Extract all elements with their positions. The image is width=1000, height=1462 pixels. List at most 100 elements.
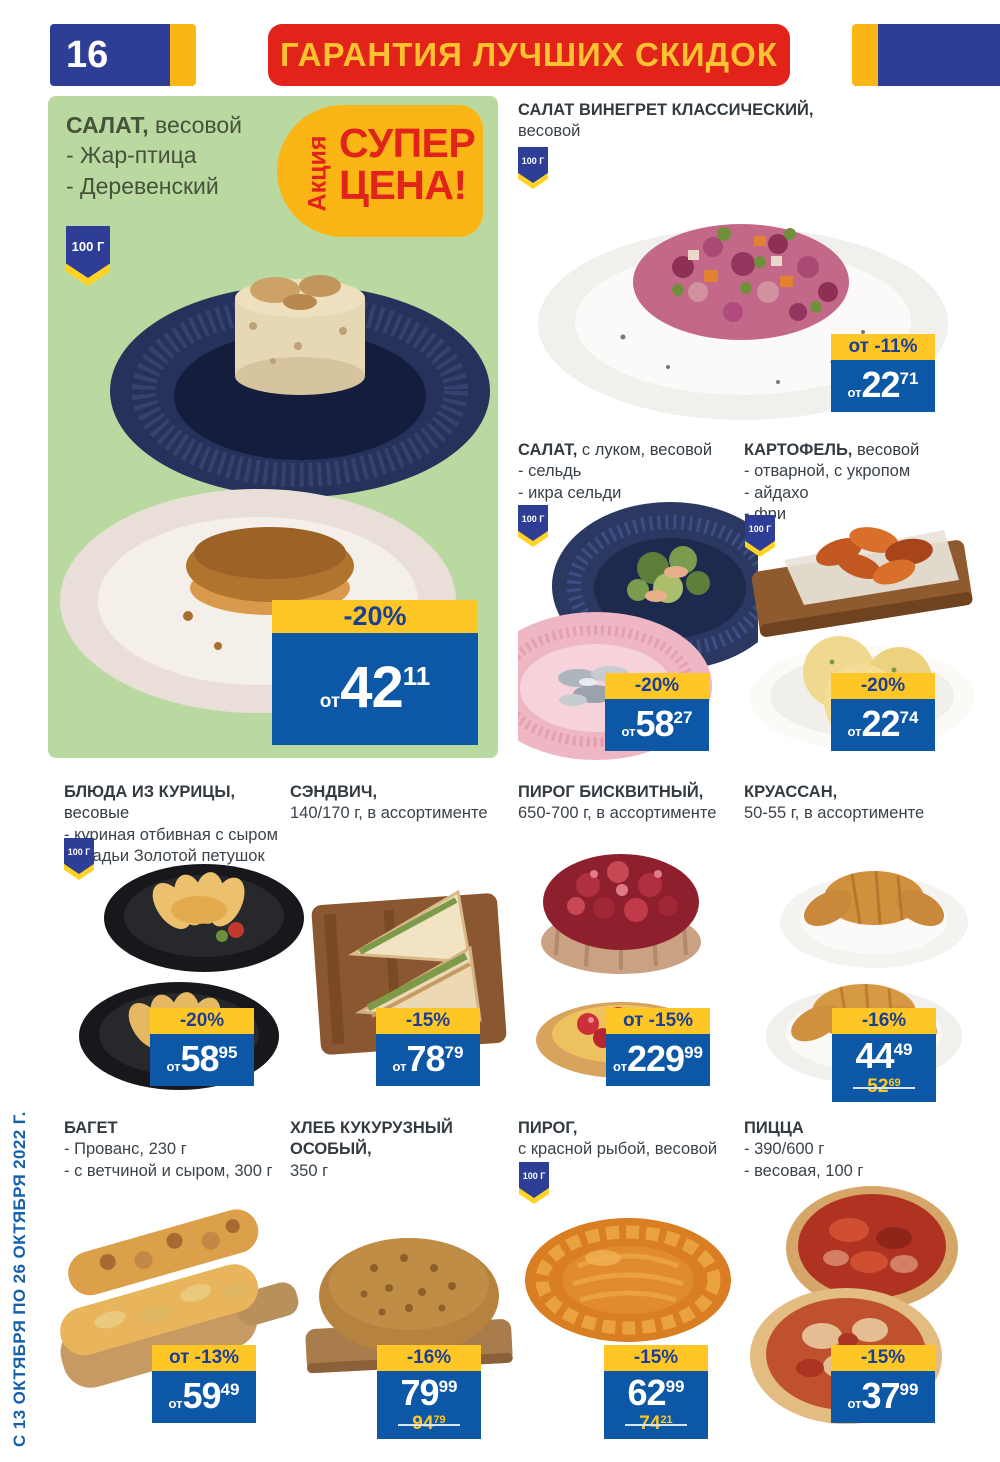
product-card-salad-onion: САЛАТ, с луком, весовой - сельдь - икра … <box>518 440 758 760</box>
discount-badge: от -11% <box>831 334 935 360</box>
product-line: 50-55 г, в ассортименте <box>744 804 925 823</box>
weight-badge: 100 Г <box>66 226 110 286</box>
product-card-baguette: БАГЕТ - Прованс, 230 г - с ветчиной и сы… <box>60 1118 299 1430</box>
price-box: от2271 <box>831 360 935 412</box>
discount-badge: -20% <box>605 673 709 699</box>
header-blue-block-right <box>878 24 1000 86</box>
header-yellow-stripe-right <box>852 24 878 86</box>
product-title: БАГЕТ - Прованс, 230 г - с ветчиной и сы… <box>64 1118 294 1182</box>
product-title: СЭНДВИЧ, 140/170 г, в ассортименте <box>290 782 520 825</box>
discount-badge: -16% <box>377 1345 481 1371</box>
validity-dates: С 13 ОКТЯБРЯ ПО 26 ОКТЯБРЯ 2022 Г. <box>10 1111 29 1447</box>
product-line: - отварной, с укропом <box>744 462 911 481</box>
product-image-fish-pie <box>518 1196 740 1361</box>
price-box: от2274 <box>831 699 935 751</box>
product-line: с красной рыбой, весовой <box>518 1140 718 1159</box>
product-title: САЛАТ ВИНЕГРЕТ КЛАССИЧЕСКИЙ, весовой <box>518 100 978 143</box>
header-yellow-stripe-left <box>170 24 196 86</box>
price-tag: -16% 4449 5269 <box>832 1008 936 1102</box>
page-number-box: 16 <box>50 24 170 86</box>
price-tag: от -11% от2271 <box>831 334 935 412</box>
price-box: от5827 <box>605 699 709 751</box>
product-line: - айдахо <box>744 483 809 502</box>
old-price: 7421 <box>625 1413 688 1434</box>
product-line: - 390/600 г <box>744 1140 825 1159</box>
product-card-corn-bread: ХЛЕБ КУКУРУЗНЫЙ ОСОБЫЙ, 350 г -16% 7 <box>290 1118 520 1439</box>
product-line: - Деревенский <box>66 172 219 199</box>
product-line: - весовая, 100 г <box>744 1161 864 1180</box>
promo-rotated-label: Акция <box>303 135 332 212</box>
price-tag: -15% 6299 7421 <box>604 1345 708 1439</box>
price-tag: -15% от7879 <box>376 1008 480 1086</box>
price-tag: -16% 7999 9479 <box>377 1345 481 1439</box>
header-banner: ГАРАНТИЯ ЛУЧШИХ СКИДОК <box>268 24 790 86</box>
discount-badge: от -15% <box>606 1008 710 1034</box>
product-title: ПИРОГ, с красной рыбой, весовой <box>518 1118 748 1161</box>
product-line: - оладьи Золотой петушок <box>64 847 265 866</box>
old-price: 9479 <box>398 1413 461 1434</box>
discount-badge: -20% <box>272 600 478 633</box>
product-title: ПИЦЦА - 390/600 г - весовая, 100 г <box>744 1118 974 1182</box>
product-title: ПИРОГ БИСКВИТНЫЙ, 650-700 г, в ассортиме… <box>518 782 748 825</box>
product-card-potato: КАРТОФЕЛЬ, весовой - отварной, с укропом… <box>744 440 978 758</box>
product-line: - икра сельди <box>518 483 622 502</box>
price-box: от5895 <box>150 1034 254 1086</box>
product-image-vinaigrette <box>528 172 968 424</box>
weight-badge: 100 Г <box>518 147 548 189</box>
product-card-vinaigrette: САЛАТ ВИНЕГРЕТ КЛАССИЧЕСКИЙ, весовой 100… <box>518 100 978 420</box>
product-line: - Прованс, 230 г <box>64 1140 187 1159</box>
product-card-croissant: КРУАССАН, 50-55 г, в ассортименте <box>744 782 974 1102</box>
product-card-chicken: БЛЮДА ИЗ КУРИЦЫ, весовые - куриная отбив… <box>64 782 304 1094</box>
price-tag: -20% от5895 <box>150 1008 254 1086</box>
super-price-sticker: Акция СУПЕР ЦЕНА! <box>277 105 483 237</box>
page-number: 16 <box>66 34 109 76</box>
product-image-feature-salads <box>48 256 498 726</box>
product-line: - сельдь <box>518 462 582 481</box>
discount-badge: -20% <box>150 1008 254 1034</box>
product-line: 140/170 г, в ассортименте <box>290 804 488 823</box>
price-box: от7879 <box>376 1034 480 1086</box>
product-image-baguette <box>50 1180 312 1420</box>
product-line: 650-700 г, в ассортименте <box>518 804 717 823</box>
discount-badge: -15% <box>831 1345 935 1371</box>
product-image-corn-bread <box>294 1196 524 1396</box>
price-tag: -15% от3799 <box>831 1345 935 1423</box>
discount-badge: -20% <box>831 673 935 699</box>
weight-badge: 100 Г <box>745 515 775 557</box>
promo-headline: СУПЕР ЦЕНА! <box>339 120 476 209</box>
price-box: 4449 5269 <box>832 1034 936 1102</box>
product-title: БЛЮДА ИЗ КУРИЦЫ, весовые - куриная отбив… <box>64 782 294 868</box>
price-box: от4211 <box>272 633 478 745</box>
product-card-fish-pie: ПИРОГ, с красной рыбой, весовой 100 Г -1… <box>518 1118 748 1439</box>
product-line: - куриная отбивная с сыром <box>64 825 279 844</box>
header-banner-text: ГАРАНТИЯ ЛУЧШИХ СКИДОК <box>280 36 778 73</box>
price-box: 7999 9479 <box>377 1371 481 1439</box>
price-tag: -20% от5827 <box>605 673 709 751</box>
weight-badge: 100 Г <box>519 1162 549 1204</box>
old-price: 5269 <box>853 1076 916 1097</box>
price-box: от5949 <box>152 1371 256 1423</box>
product-line: 350 г <box>290 1161 329 1180</box>
discount-badge: -16% <box>832 1008 936 1034</box>
price-tag: от -13% от5949 <box>152 1345 256 1423</box>
product-card-feature-salad: САЛАТ, весовой - Жар-птица - Деревенский… <box>48 96 498 758</box>
product-title: САЛАТ, весовой - Жар-птица - Деревенский <box>66 110 242 201</box>
product-title: ХЛЕБ КУКУРУЗНЫЙ ОСОБЫЙ, 350 г <box>290 1118 520 1182</box>
price-tag: -20% от2274 <box>831 673 935 751</box>
weight-badge: 100 Г <box>64 838 94 880</box>
discount-badge: -15% <box>376 1008 480 1034</box>
weight-badge: 100 Г <box>518 505 548 547</box>
product-card-biscuit-pie: ПИРОГ БИСКВИТНЫЙ, 650-700 г, в ассортиме… <box>518 782 748 1094</box>
price-box: 6299 7421 <box>604 1371 708 1439</box>
price-tag: -20% от4211 <box>272 600 478 745</box>
product-card-sandwich: СЭНДВИЧ, 140/170 г, в ассортименте -15% <box>290 782 520 1094</box>
product-line: - Жар-птица <box>66 142 197 169</box>
product-title: САЛАТ, с луком, весовой - сельдь - икра … <box>518 440 748 504</box>
product-line: весовой <box>518 122 581 141</box>
price-box: от22999 <box>606 1034 710 1086</box>
product-line: - с ветчиной и сыром, 300 г <box>64 1161 273 1180</box>
price-tag: от -15% от22999 <box>606 1008 710 1086</box>
product-title: КРУАССАН, 50-55 г, в ассортименте <box>744 782 974 825</box>
discount-badge: -15% <box>604 1345 708 1371</box>
